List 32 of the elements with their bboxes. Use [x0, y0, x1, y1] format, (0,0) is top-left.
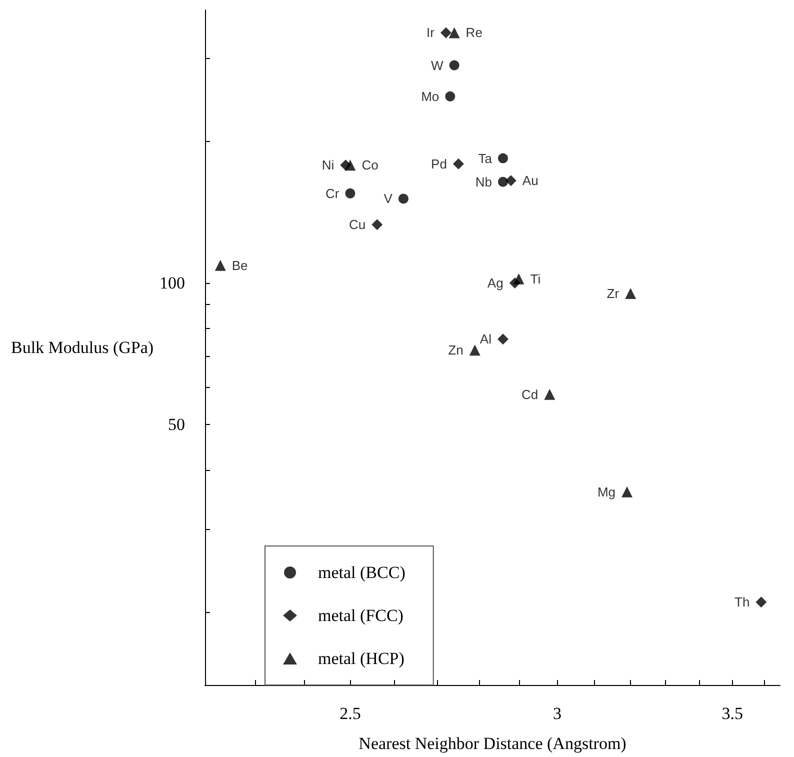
data-label: Be	[232, 258, 248, 273]
data-label: Pd	[431, 156, 447, 172]
data-label: Ag	[487, 275, 504, 290]
x-tick-label: 3.5	[722, 704, 743, 723]
data-label: Zr	[606, 286, 620, 301]
data-label: Co	[362, 158, 378, 173]
data-label: V	[384, 191, 393, 206]
data-label: Cu	[349, 217, 366, 232]
data-label: Cd	[522, 386, 538, 402]
data-label: Zn	[448, 342, 464, 358]
data-label: W	[431, 58, 444, 73]
data-label: Al	[480, 332, 492, 347]
y-tick-label: 100	[160, 273, 185, 292]
data-label: Ti	[530, 271, 541, 286]
data-label: Re	[466, 25, 482, 40]
data-label: Nb	[475, 174, 492, 190]
x-axis-title: Nearest Neighbor Distance (Angstrom)	[358, 734, 626, 753]
x-tick-label: 2.5	[340, 704, 361, 723]
y-axis-title: Bulk Modulus (GPa)	[10, 338, 154, 357]
y-tick-label: 50	[168, 415, 185, 434]
legend-label: metal (HCP)	[318, 649, 404, 668]
data-label: Ni	[322, 158, 334, 173]
data-label: Mg	[597, 484, 616, 500]
data-label: Ir	[426, 25, 436, 40]
data-label: Ta	[478, 150, 493, 166]
data-label: Au	[522, 173, 538, 188]
data-label: Cr	[325, 186, 340, 201]
legend-label: metal (BCC)	[318, 563, 406, 582]
data-label: Mo	[421, 88, 440, 104]
data-label: Th	[734, 594, 750, 610]
legend-label: metal (FCC)	[318, 606, 404, 625]
x-tick-label: 3	[553, 704, 562, 723]
